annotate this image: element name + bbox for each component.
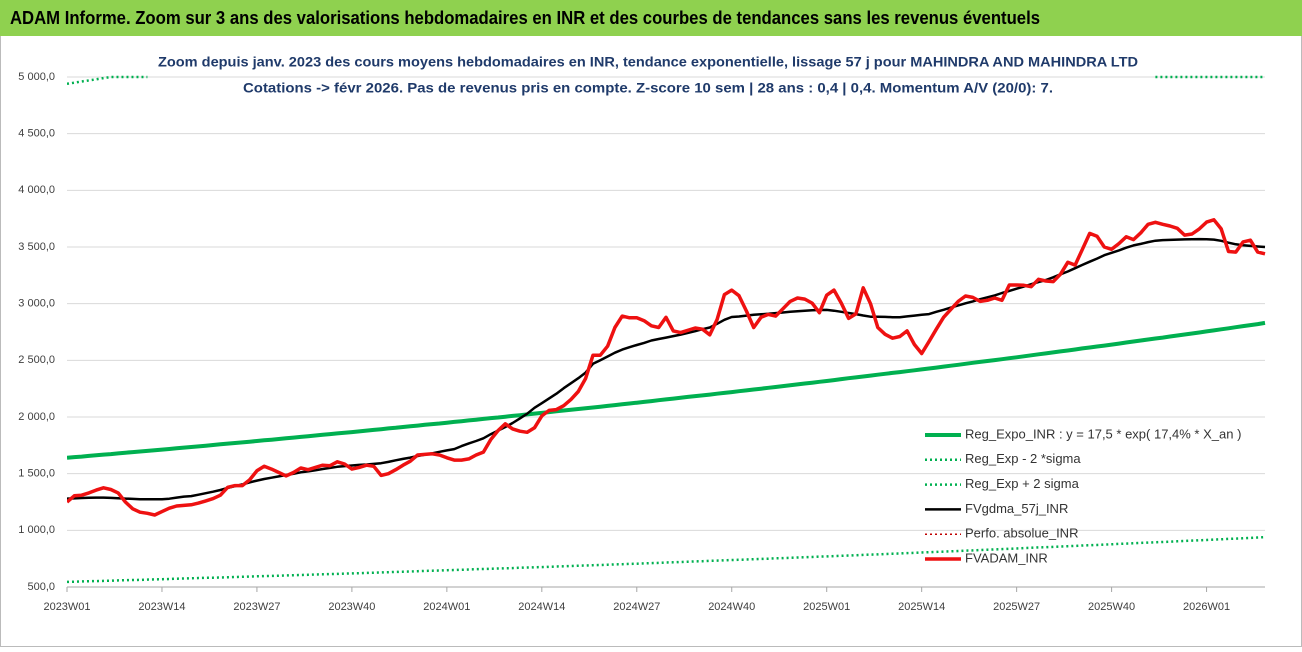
y-tick-label: 4 500,0 bbox=[18, 128, 55, 140]
x-tick-label: 2023W27 bbox=[233, 601, 280, 613]
y-tick-label: 1 000,0 bbox=[18, 524, 55, 536]
series-line bbox=[67, 218, 1266, 517]
legend-label: Reg_Exp + 2 sigma bbox=[965, 476, 1080, 491]
x-tick-label: 2025W40 bbox=[1088, 601, 1135, 613]
legend-label: Reg_Exp - 2 *sigma bbox=[965, 451, 1081, 466]
chart-title: Zoom depuis janv. 2023 des cours moyens … bbox=[158, 54, 1138, 70]
chart-subtitle: Cotations -> févr 2026. Pas de revenus p… bbox=[243, 80, 1053, 96]
series-line bbox=[67, 320, 1266, 460]
x-tick-label: 2023W40 bbox=[328, 601, 375, 613]
x-tick-label: 2025W27 bbox=[993, 601, 1040, 613]
x-tick-label: 2025W14 bbox=[898, 601, 945, 613]
x-tick-label: 2024W14 bbox=[518, 601, 565, 613]
series-line bbox=[67, 75, 1265, 86]
x-tick-label: 2023W14 bbox=[138, 601, 185, 613]
x-tick-label: 2024W01 bbox=[423, 601, 470, 613]
plot-lines bbox=[67, 75, 1266, 584]
legend-label: Reg_Expo_INR : y = 17,5 * exp( 17,4% * X… bbox=[965, 426, 1241, 441]
series-line bbox=[67, 237, 1266, 501]
y-tick-label: 4 000,0 bbox=[18, 184, 55, 196]
legend: Reg_Expo_INR : y = 17,5 * exp( 17,4% * X… bbox=[925, 426, 1241, 565]
y-tick-label: 1 500,0 bbox=[18, 468, 55, 480]
x-tick-label: 2024W40 bbox=[708, 601, 755, 613]
header-band bbox=[0, 0, 1302, 36]
x-tick-label: 2023W01 bbox=[43, 601, 90, 613]
y-tick-label: 5 000,0 bbox=[18, 71, 55, 83]
legend-label: FVADAM_INR bbox=[965, 550, 1048, 565]
y-tick-label: 2 000,0 bbox=[18, 411, 55, 423]
x-tick-label: 2026W01 bbox=[1183, 601, 1230, 613]
x-tick-label: 2024W27 bbox=[613, 601, 660, 613]
y-tick-label: 2 500,0 bbox=[18, 354, 55, 366]
header-title: ADAM Informe. Zoom sur 3 ans des valoris… bbox=[10, 8, 1040, 28]
y-tick-label: 500,0 bbox=[27, 581, 55, 593]
y-tick-label: 3 000,0 bbox=[18, 298, 55, 310]
grid: 500,0 1 000,0 1 500,0 2 000,0 2 500,0 3 000,0… bbox=[18, 71, 1265, 613]
x-tick-label: 2025W01 bbox=[803, 601, 850, 613]
y-tick-label: 3 500,0 bbox=[18, 241, 55, 253]
legend-label: FVgdma_57j_INR bbox=[965, 501, 1068, 516]
legend-label: Perfo. absolue_INR bbox=[965, 526, 1078, 541]
